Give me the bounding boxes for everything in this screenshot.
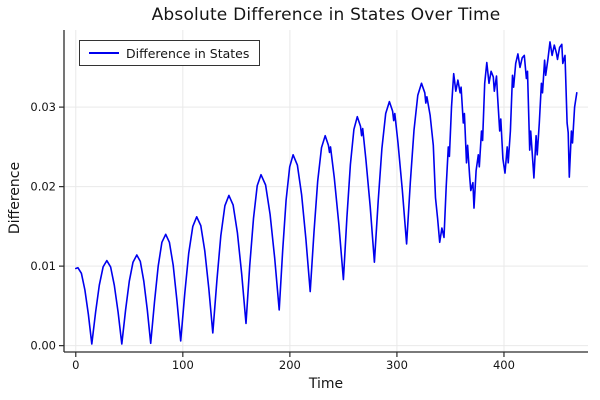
x-axis-label: Time xyxy=(308,376,344,392)
y-tick-label-0.00: 0.00 xyxy=(30,339,56,353)
x-tick-label-300: 300 xyxy=(386,358,408,372)
y-tick-label-0.03: 0.03 xyxy=(30,100,56,114)
x-tick-label-400: 400 xyxy=(493,358,515,372)
x-tick-label-200: 200 xyxy=(279,358,301,372)
legend-line-sample xyxy=(89,52,119,54)
y-tick-label-0.02: 0.02 xyxy=(30,180,56,194)
y-axis-label: Difference xyxy=(7,161,23,235)
legend-label: Difference in States xyxy=(126,45,250,61)
chart-title: Absolute Difference in States Over Time xyxy=(151,5,501,25)
x-tick-label-0: 0 xyxy=(72,358,79,372)
x-tick-label-100: 100 xyxy=(172,358,194,372)
y-tick-label-0.01: 0.01 xyxy=(30,259,56,273)
data-line-0 xyxy=(75,41,578,345)
legend: Difference in States xyxy=(79,40,261,66)
